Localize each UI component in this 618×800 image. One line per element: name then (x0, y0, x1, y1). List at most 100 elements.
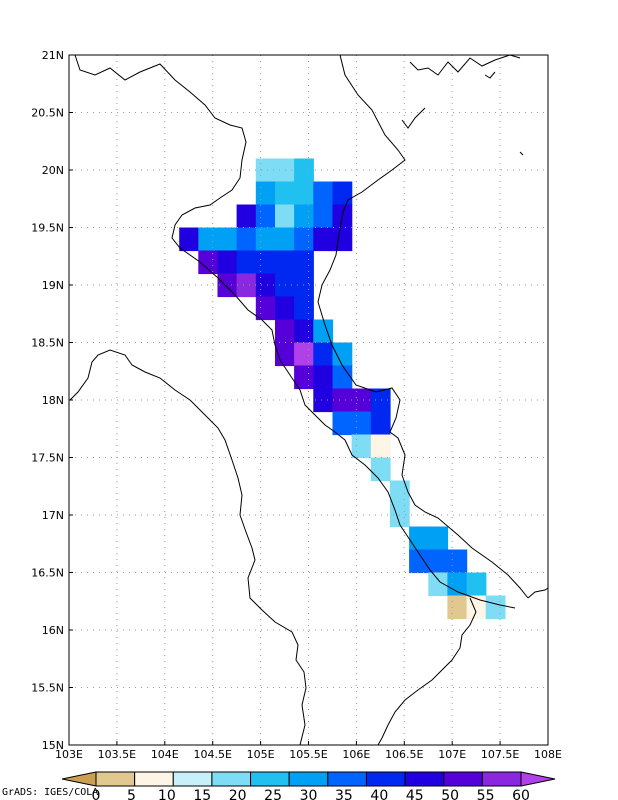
heat-cell (217, 250, 238, 275)
heatmap-cells (179, 158, 506, 620)
heat-cell (198, 250, 219, 275)
heat-cell (332, 365, 353, 390)
heat-cell (447, 549, 468, 574)
heat-cell (198, 227, 219, 252)
border-north-west (74, 54, 516, 609)
coastlines (69, 54, 549, 746)
colorbar-label: 25 (264, 788, 282, 800)
colorbar-box (288, 771, 329, 787)
colorbar-label: 35 (335, 788, 353, 800)
colorbar-high-extension (520, 771, 556, 787)
heat-cell (275, 273, 295, 298)
heat-cell (313, 319, 334, 344)
colorbar-box (250, 771, 290, 787)
heat-cell (428, 572, 449, 597)
heat-cell (217, 273, 238, 298)
heat-cell (370, 388, 391, 413)
colorbar-box (134, 771, 174, 787)
colorbar-box (95, 771, 136, 787)
heat-cell (255, 227, 276, 252)
heat-cell (294, 296, 314, 321)
heat-cell (409, 549, 429, 574)
colorbar-label: 20 (229, 788, 247, 800)
colorbar-box (172, 771, 213, 787)
heat-cell (447, 595, 468, 620)
coast-east-small (484, 71, 524, 156)
heat-cell (351, 411, 372, 436)
colorbar-label: 15 (193, 788, 211, 800)
y-tick-label: 18.5N (31, 337, 64, 350)
heat-cell (370, 411, 391, 436)
heat-cell (275, 204, 295, 229)
heat-cell (179, 227, 199, 252)
vietnam-laos-coastline (317, 54, 529, 599)
heat-cell (275, 319, 295, 344)
y-tick-label: 20N (42, 164, 64, 177)
colorbar-box (404, 771, 445, 787)
x-tick-label: 107E (438, 748, 466, 761)
colorbar: 0 5 10 15 20 25 30 35 40 45 50 55 60 (61, 771, 556, 800)
border-west (69, 349, 307, 746)
heat-cell (370, 457, 391, 482)
heat-cell (313, 204, 334, 229)
heat-cell (294, 319, 314, 344)
heat-cell (466, 572, 487, 597)
x-tick-label: 105E (247, 748, 275, 761)
heat-cell (332, 227, 353, 252)
heat-cell (313, 227, 334, 252)
heat-cell (447, 572, 468, 597)
heat-cell (332, 181, 353, 206)
heat-cell (294, 342, 314, 367)
colorbar-box (443, 771, 483, 787)
border-south-east (377, 597, 477, 746)
longitude-tick-labels: 103E 103.5E 104E 104.5E 105E 105.5E 106E 106.5E… (55, 741, 562, 761)
y-tick-label: 16N (42, 624, 64, 637)
y-tick-label: 18N (42, 394, 64, 407)
inland-coastline-segment (401, 107, 426, 129)
heat-cell (294, 204, 314, 229)
heat-cell (313, 388, 334, 413)
x-tick-label: 106E (342, 748, 370, 761)
colorbar-label: 50 (441, 788, 459, 800)
heat-cell (236, 273, 257, 298)
heat-cell (275, 296, 295, 321)
colorbar-low-extension (61, 771, 97, 787)
colorbar-label: 40 (370, 788, 388, 800)
latitude-tick-labels: 21N 20.5N 20N 19.5N 19N 18.5N 18N 17.5N 17N 16.5N… (31, 49, 73, 752)
heat-cell (332, 342, 353, 367)
colorbar-box (481, 771, 522, 787)
colorbar-label: 10 (158, 788, 176, 800)
heat-cell (428, 526, 449, 551)
heat-cell (332, 388, 353, 413)
y-tick-label: 15.5N (31, 682, 64, 695)
x-tick-label: 104E (151, 748, 179, 761)
heat-cell (275, 158, 295, 183)
y-tick-label: 17N (42, 509, 64, 522)
y-tick-label: 21N (42, 49, 64, 62)
x-tick-label: 108E (534, 748, 562, 761)
heat-cell (485, 595, 506, 620)
lat-lon-grid (69, 55, 548, 745)
heat-cell (351, 434, 372, 459)
heat-cell (275, 181, 295, 206)
heat-cell (255, 204, 276, 229)
colorbar-label: 30 (300, 788, 318, 800)
heat-cell (294, 181, 314, 206)
x-tick-label: 106.5E (385, 748, 423, 761)
y-tick-label: 16.5N (31, 567, 64, 580)
heat-cell (313, 365, 334, 390)
heat-cell (255, 181, 276, 206)
border-east-edge (527, 587, 549, 599)
y-tick-label: 19N (42, 279, 64, 292)
x-tick-label: 105.5E (289, 748, 327, 761)
heat-cell (236, 204, 257, 229)
colorbar-label: 55 (477, 788, 495, 800)
y-tick-label: 17.5N (31, 452, 64, 465)
colorbar-label: 0 (92, 788, 101, 800)
colorbar-box (365, 771, 406, 787)
heat-cell (294, 250, 314, 275)
heat-cell (370, 434, 391, 459)
heat-cell (313, 181, 334, 206)
grads-credit: GrADS: IGES/COLA (2, 787, 98, 798)
